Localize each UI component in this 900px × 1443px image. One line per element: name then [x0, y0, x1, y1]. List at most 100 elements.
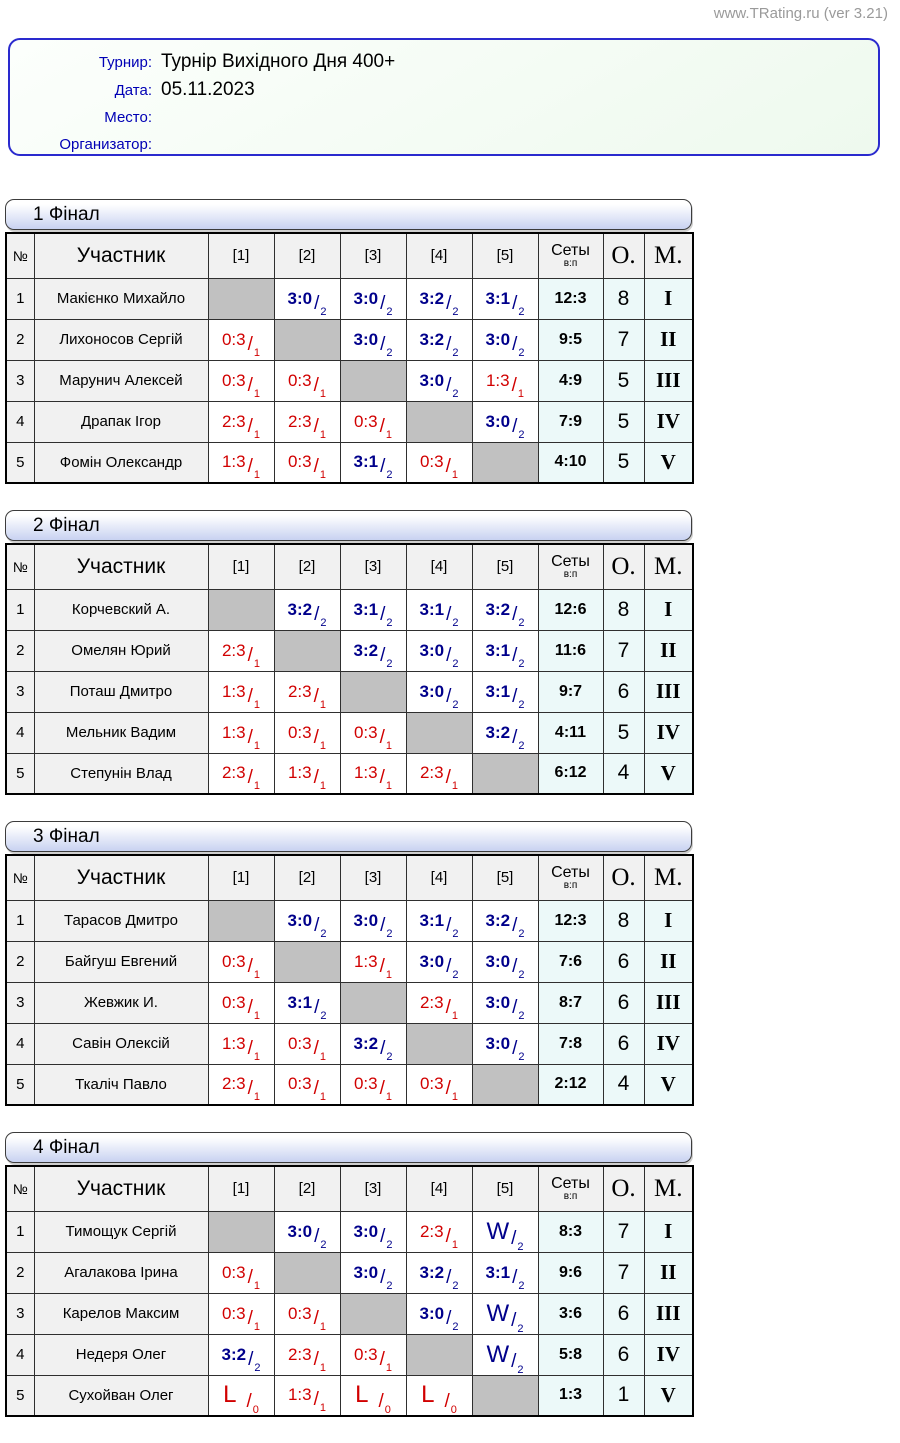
- match-score: 3:0: [419, 681, 445, 701]
- sets-ratio-cell: 12:3: [537, 277, 604, 320]
- row-number-cell: 1: [5, 277, 35, 320]
- match-points-earned: 1: [385, 1361, 393, 1374]
- points-cell: 6: [602, 981, 645, 1024]
- match-points-earned: 1: [385, 780, 393, 793]
- group-title-bar: 3 Фінал: [5, 821, 692, 852]
- match-score-cell: L /0: [405, 1374, 473, 1417]
- match-score: 3:0: [353, 910, 379, 930]
- match-score: 3:1: [287, 992, 313, 1012]
- match-score-cell: L /0: [207, 1374, 275, 1417]
- match-score: 3:2: [485, 599, 511, 619]
- match-score-cell: 3:1/2: [339, 441, 407, 484]
- tournament-info-box: Турнир: Турнір Вихідного Дня 400+ Дата: …: [8, 38, 880, 156]
- participant-row: 1 Корчевский А. 3:2/2 3:1/2 3:1/2 3:2/2 12:6 8 I: [5, 588, 694, 631]
- match-score: 3:0: [353, 288, 379, 308]
- match-score: 3:1: [419, 910, 445, 930]
- sets-ratio-cell: 9:7: [537, 670, 604, 713]
- match-score-cell: 3:0/2: [339, 277, 407, 320]
- match-points-earned: 2: [452, 387, 459, 400]
- match-score-cell: 3:0/2: [339, 318, 407, 361]
- participant-name-cell: Ткаліч Павло: [33, 1063, 209, 1106]
- match-score: 3:0: [287, 288, 313, 308]
- match-points-earned: 2: [518, 616, 525, 629]
- score-slash: /: [512, 914, 518, 936]
- match-score: 2:3: [221, 763, 246, 783]
- match-score: 3:0: [419, 951, 445, 971]
- sets-header-main: Сеты: [551, 552, 590, 570]
- score-slash: /: [379, 415, 385, 437]
- points-cell: 7: [602, 318, 645, 361]
- participant-name-cell: Степунін Влад: [33, 752, 209, 795]
- match-points-earned: 2: [518, 305, 525, 318]
- match-score-cell: 3:2/2: [471, 711, 539, 754]
- place-cell: V: [643, 441, 694, 484]
- row-number-cell: 1: [5, 588, 35, 631]
- participant-row: 4 Драпак Ігор 2:3/1 2:3/1 0:3/1 3:0/2 7:9 5 IV: [5, 400, 694, 443]
- match-score-cell: 2:3/1: [273, 1333, 341, 1376]
- participant-name-cell: Макієнко Михайло: [33, 277, 209, 320]
- match-points-earned: 2: [518, 739, 525, 752]
- sets-ratio-cell: 12:6: [537, 588, 604, 631]
- score-slash: /: [512, 726, 518, 748]
- match-score: W: [486, 1299, 510, 1327]
- col-header-opponent: [5]: [471, 232, 539, 279]
- row-number-cell: 4: [5, 1333, 35, 1376]
- col-header-opponent: [5]: [471, 1165, 539, 1212]
- match-points-earned: 2: [386, 1279, 393, 1292]
- match-score: 2:3: [221, 411, 246, 431]
- match-score: 3:1: [485, 288, 511, 308]
- score-slash: /: [445, 456, 451, 478]
- match-points-earned: 2: [452, 927, 459, 940]
- col-header-points: О.: [602, 232, 645, 279]
- match-score-cell: 0:3/1: [273, 1063, 341, 1106]
- score-slash: /: [379, 1078, 385, 1100]
- match-points-earned: 1: [319, 698, 327, 711]
- group-title: 3 Фінал: [33, 825, 100, 847]
- match-points-earned: 2: [452, 346, 459, 359]
- match-score-cell: 1:3/1: [471, 359, 539, 402]
- participant-name-cell: Байгуш Евгений: [33, 940, 209, 983]
- match-score-cell: 3:0/2: [405, 940, 473, 983]
- match-score: 3:0: [485, 951, 511, 971]
- score-slash: /: [247, 1037, 253, 1059]
- match-score: 3:1: [353, 452, 379, 472]
- match-score: 0:3: [287, 370, 312, 390]
- results-groups-container: 1 Фінал № Участник [1] [2] [3] [4] [5] Сеты в:п О.…: [5, 199, 694, 1443]
- sets-header-sub: в:п: [563, 1190, 578, 1202]
- place-cell: V: [643, 752, 694, 795]
- match-points-earned: 1: [253, 387, 261, 400]
- info-label-organizer: Организатор:: [59, 136, 152, 153]
- score-slash: /: [248, 1348, 254, 1370]
- match-points-earned: 2: [254, 1361, 261, 1374]
- score-slash: /: [380, 1037, 386, 1059]
- match-score: L: [223, 1381, 237, 1409]
- results-table: № Участник [1] [2] [3] [4] [5] Сеты в:п О. М. 1 Макі…: [5, 232, 694, 484]
- place-cell: III: [643, 1292, 694, 1335]
- match-score: 3:0: [485, 992, 511, 1012]
- points-cell: 7: [602, 629, 645, 672]
- match-points-earned: 2: [452, 698, 459, 711]
- match-score-cell: 3:1/2: [405, 588, 473, 631]
- col-header-opponent: [5]: [471, 543, 539, 590]
- match-score: 3:1: [419, 599, 445, 619]
- match-score-cell: 0:3/1: [207, 940, 275, 983]
- score-slash: /: [313, 1037, 319, 1059]
- place-cell: IV: [643, 711, 694, 754]
- self-match-cell: [405, 711, 473, 754]
- match-points-earned: 2: [518, 1279, 525, 1292]
- col-header-opponent: [4]: [405, 232, 473, 279]
- score-slash: /: [445, 1225, 451, 1247]
- col-header-participant: Участник: [33, 232, 209, 279]
- match-points-earned: 1: [319, 1320, 327, 1333]
- points-cell: 6: [602, 1292, 645, 1335]
- sets-ratio-cell: 7:9: [537, 400, 604, 443]
- match-points-earned: 1: [319, 1050, 327, 1063]
- match-score: 0:3: [221, 951, 246, 971]
- match-score: 0:3: [221, 992, 246, 1012]
- col-header-place: М.: [643, 1165, 694, 1212]
- match-points-earned: 2: [386, 927, 393, 940]
- group-title-bar: 2 Фінал: [5, 510, 692, 541]
- score-slash: /: [313, 415, 319, 437]
- match-score-cell: 3:2/2: [273, 588, 341, 631]
- row-number-cell: 2: [5, 1251, 35, 1294]
